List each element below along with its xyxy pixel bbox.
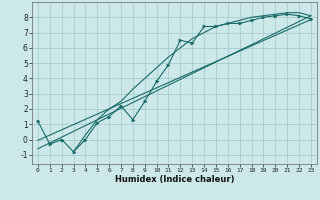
X-axis label: Humidex (Indice chaleur): Humidex (Indice chaleur): [115, 175, 234, 184]
